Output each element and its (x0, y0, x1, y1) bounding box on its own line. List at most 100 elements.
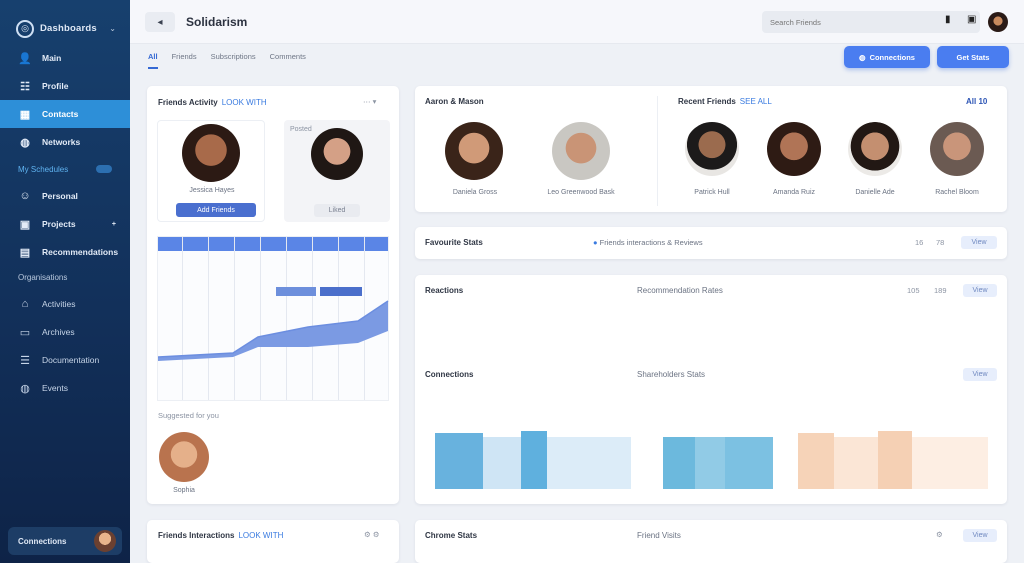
liked-chip[interactable]: Liked (314, 204, 360, 217)
brand[interactable]: ◎ Dashboards ⌄ (0, 0, 130, 44)
folder-icon: ▣ (19, 218, 31, 231)
person-name: Rachel Bloom (935, 189, 979, 196)
back-button[interactable]: ◂ (145, 12, 175, 32)
avatar[interactable] (94, 530, 116, 552)
bar-segment (695, 437, 725, 489)
add-friends-button[interactable]: Add Friends (176, 203, 256, 217)
connections-button[interactable]: ◍ Connections (844, 46, 930, 68)
bar-segment (798, 433, 834, 489)
brand-name: Dashboards (40, 23, 97, 34)
user-card[interactable]: Connections (8, 527, 122, 555)
card-title: Recent Friends SEE ALL (678, 97, 772, 106)
settings-icon[interactable]: ⚙ (936, 530, 943, 539)
more-icon[interactable]: ⋯ ▾ (363, 97, 377, 106)
button-label: Get Stats (956, 52, 990, 62)
stat-number: 105 (907, 286, 920, 295)
profile-tile[interactable]: Jessica Hayes Add Friends (157, 120, 265, 222)
nav-item-main[interactable]: 👤 Main (0, 44, 130, 72)
nav-label: Events (42, 383, 68, 393)
avatar[interactable] (767, 122, 821, 176)
avatar[interactable] (930, 122, 984, 176)
view-button[interactable]: View (963, 529, 997, 542)
get-stats-button[interactable]: Get Stats (937, 46, 1009, 68)
bar-segment (547, 437, 631, 489)
chart-marker (276, 287, 316, 296)
tab-all[interactable]: All (148, 52, 158, 69)
tabs: All Friends Subscriptions Comments (148, 52, 306, 69)
activity-icon: ⌂ (21, 298, 29, 310)
stats-center-text: Friends interactions & Reviews (599, 238, 703, 247)
card-link[interactable]: SEE ALL (739, 97, 772, 106)
settings-icon[interactable]: ⚙ ⚙ (364, 530, 380, 539)
divider (657, 96, 658, 206)
calendar-icon[interactable]: ▣ (967, 14, 977, 25)
button-label: Connections (869, 52, 915, 62)
archive-icon: ▭ (19, 326, 31, 339)
friends-interactions-card: Friends Interactions LOOK WITH ⚙ ⚙ (147, 520, 399, 563)
globe-icon: ◍ (20, 382, 30, 395)
chevron-down-icon[interactable]: ⌄ (109, 24, 116, 33)
avatar[interactable] (685, 122, 739, 176)
row-center: Recommendation Rates (637, 286, 723, 295)
bar-segment (435, 433, 483, 489)
card-title: Friends Interactions LOOK WITH (158, 531, 283, 540)
suggested-label: Suggested for you (158, 411, 219, 420)
nav-item-networks[interactable]: ◍ Networks (0, 128, 130, 156)
person-name: Daniela Gross (452, 189, 498, 196)
nav-item-recommendations[interactable]: ▤ Recommendations (0, 238, 130, 266)
nav-item-activities[interactable]: ⌂ Activities (0, 290, 130, 318)
row-center: Friend Visits (637, 531, 681, 540)
view-button[interactable]: View (963, 368, 997, 381)
row-label: Reactions (425, 286, 464, 295)
area-line (158, 300, 389, 361)
tab-comments[interactable]: Comments (269, 52, 306, 61)
person-name: Jessica Hayes (189, 187, 235, 194)
nav-item-projects[interactable]: ▣ Projects + (0, 210, 130, 238)
nav-label: Archives (42, 327, 75, 337)
nav-item-profile[interactable]: ☷ Profile (0, 72, 130, 100)
nav-label: Documentation (42, 355, 100, 365)
person-name: Danielle Ade (855, 189, 895, 196)
view-button[interactable]: View (961, 236, 997, 249)
user-icon: 👤 (18, 52, 32, 65)
toggle-pill[interactable] (96, 165, 112, 173)
nav-label: Personal (42, 191, 78, 201)
count-badge: All 10 (966, 97, 988, 106)
avatar[interactable] (445, 122, 503, 180)
bar-segment (878, 431, 912, 489)
bar-segment (725, 437, 773, 489)
search-input[interactable] (762, 11, 980, 33)
nav-item-events[interactable]: ◍ Events (0, 374, 130, 402)
section-label[interactable]: My Schedules (0, 156, 130, 182)
nav-item-contacts[interactable]: ▦ Contacts (0, 100, 130, 128)
nav-item-documentation[interactable]: ☰ Documentation (0, 346, 130, 374)
person-name: Amanda Ruiz (772, 189, 816, 196)
activity-chart (157, 236, 389, 401)
nav-label: Recommendations (42, 247, 119, 257)
avatar[interactable] (988, 12, 1008, 32)
globe-icon: ◍ (20, 136, 30, 149)
stats-center: ● Friends interactions & Reviews (593, 238, 703, 247)
tab-friends[interactable]: Friends (171, 52, 197, 61)
card-link[interactable]: LOOK WITH (221, 98, 267, 107)
avatar[interactable] (159, 432, 209, 482)
globe-icon: ◎ (16, 19, 34, 38)
nav-item-personal[interactable]: ☺ Personal (0, 182, 130, 210)
plus-icon[interactable]: + (111, 220, 116, 228)
stat-number: 16 (915, 238, 924, 247)
nav-item-archives[interactable]: ▭ Archives (0, 318, 130, 346)
chrome-stats-card: Chrome Stats Friend Visits ⚙ View (415, 520, 1007, 563)
arrow-left-icon: ◂ (157, 16, 163, 28)
suggested-name: Sophia (173, 487, 195, 494)
avatar[interactable] (848, 122, 902, 176)
view-button[interactable]: View (963, 284, 997, 297)
stats-bar: Favourite Stats ● Friends interactions &… (415, 227, 1007, 259)
card-link[interactable]: LOOK WITH (238, 531, 284, 540)
bookmark-icon[interactable]: ▮ (945, 14, 951, 25)
profile-tile[interactable]: Posted Liked (284, 120, 390, 222)
avatar[interactable] (552, 122, 610, 180)
tab-subscriptions[interactable]: Subscriptions (210, 52, 256, 61)
nav-label: Activities (42, 299, 76, 309)
user-card-label: Connections (18, 536, 67, 546)
title-text: Friends Activity (158, 98, 218, 107)
